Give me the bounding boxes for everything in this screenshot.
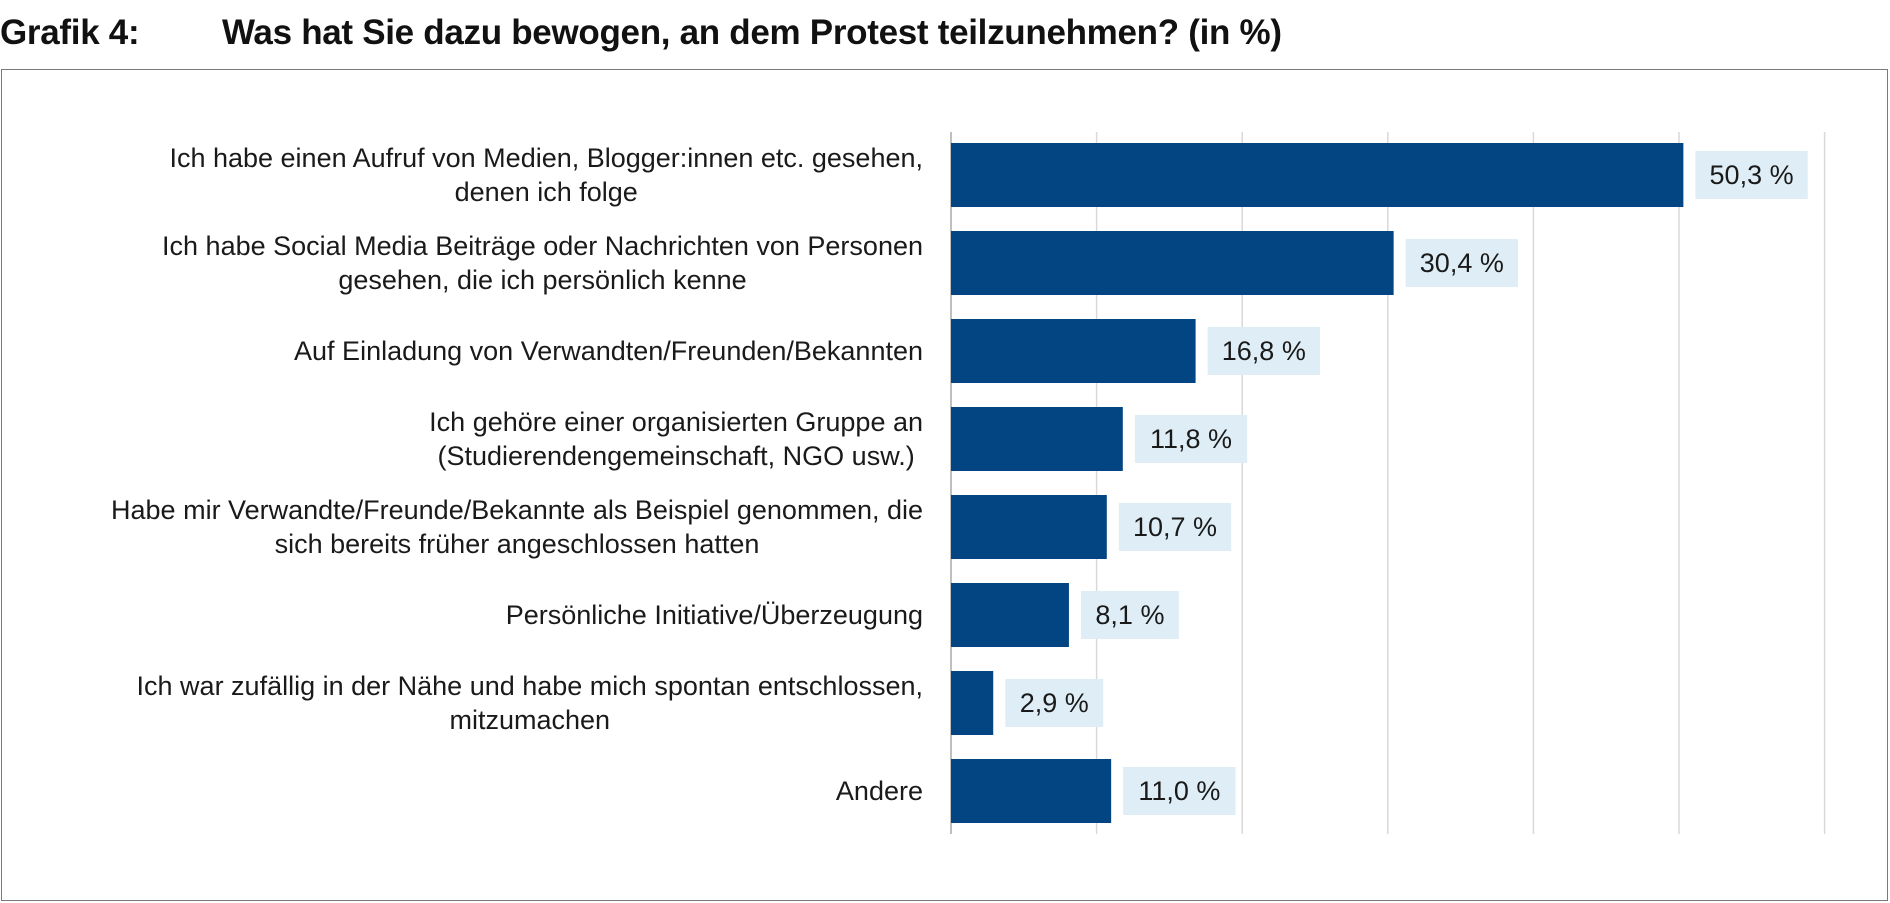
- bar: [951, 407, 1123, 471]
- figure-title-text: Was hat Sie dazu bewogen, an dem Protest…: [222, 13, 1282, 52]
- bar: [951, 231, 1394, 295]
- bar: [951, 143, 1684, 207]
- category-label-line: denen ich folge: [455, 177, 638, 207]
- bar: [951, 759, 1112, 823]
- category-label: Ich gehöre einer organisierten Gruppe an…: [429, 407, 923, 471]
- category-label: Andere: [836, 776, 923, 806]
- data-label-background: [1405, 239, 1519, 287]
- category-label-line: (Studierendengemeinschaft, NGO usw.): [437, 441, 914, 471]
- bar: [951, 671, 994, 735]
- data-label-background: [1005, 679, 1104, 727]
- data-label: 50,3 %: [1710, 160, 1794, 190]
- data-label: 16,8 %: [1222, 336, 1306, 366]
- category-label: Ich habe Social Media Beiträge oder Nach…: [162, 231, 923, 295]
- category-label-line: Ich war zufällig in der Nähe und habe mi…: [137, 671, 923, 701]
- category-label-line: Andere: [836, 776, 923, 806]
- data-label: 11,8 %: [1150, 424, 1232, 454]
- category-label: Persönliche Initiative/Überzeugung: [506, 600, 923, 630]
- data-label-background: [1134, 415, 1248, 463]
- category-label: Auf Einladung von Verwandten/Freunden/Be…: [294, 336, 923, 366]
- category-label-line: Auf Einladung von Verwandten/Freunden/Be…: [294, 336, 923, 366]
- category-label-line: sich bereits früher angeschlossen hatten: [275, 529, 760, 559]
- category-label-line: Ich habe einen Aufruf von Medien, Blogge…: [169, 143, 923, 173]
- category-label-line: Ich habe Social Media Beiträge oder Nach…: [162, 231, 923, 261]
- bar: [951, 495, 1107, 559]
- data-label: 11,0 %: [1138, 776, 1220, 806]
- data-label: 8,1 %: [1095, 600, 1164, 630]
- category-label: Habe mir Verwandte/Freunde/Bekannte als …: [111, 495, 923, 559]
- figure-label: Grafik 4:: [0, 13, 140, 52]
- category-label: Ich war zufällig in der Nähe und habe mi…: [137, 671, 923, 735]
- category-label-line: Habe mir Verwandte/Freunde/Bekannte als …: [111, 495, 923, 525]
- category-label: Ich habe einen Aufruf von Medien, Blogge…: [169, 143, 923, 207]
- figure-title: Grafik 4: Was hat Sie dazu bewogen, an d…: [0, 8, 1890, 58]
- bar-chart: 50,3 % Ich habe einen Aufruf von Medien, …: [111, 132, 1826, 834]
- data-label-background: [1118, 503, 1232, 551]
- category-label-line: gesehen, die ich persönlich kenne: [338, 265, 746, 295]
- bar: [951, 583, 1069, 647]
- bar: [951, 319, 1196, 383]
- data-label-background: [1207, 327, 1321, 375]
- data-label-background: [1695, 151, 1808, 199]
- chart-frame: 50,3 % Ich habe einen Aufruf von Medien, …: [1, 69, 1888, 901]
- data-label-background: [1080, 591, 1179, 639]
- data-label-background: [1123, 767, 1236, 815]
- category-label-line: Persönliche Initiative/Überzeugung: [506, 600, 923, 630]
- category-label-line: mitzumachen: [449, 705, 610, 735]
- data-label: 2,9 %: [1020, 688, 1089, 718]
- category-label-line: Ich gehöre einer organisierten Gruppe an: [429, 407, 923, 437]
- data-label: 10,7 %: [1133, 512, 1217, 542]
- data-label: 30,4 %: [1420, 248, 1504, 278]
